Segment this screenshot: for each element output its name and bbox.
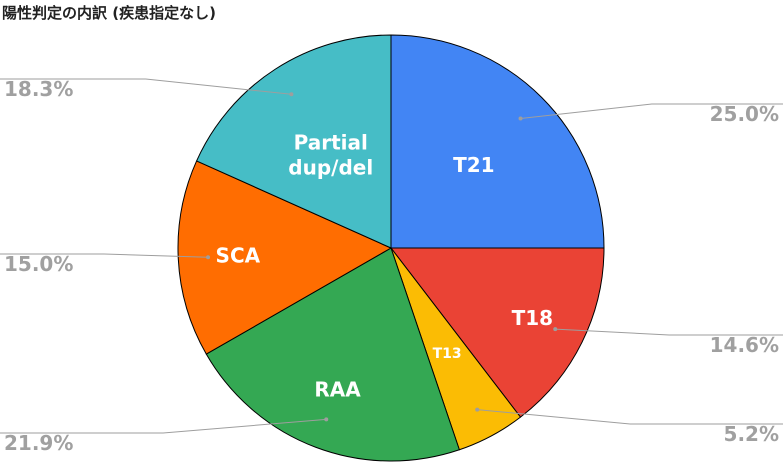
- leader-line-t21: [520, 103, 783, 119]
- value-label-t18: 14.6%: [710, 333, 779, 357]
- value-label-t21: 25.0%: [710, 102, 779, 126]
- leader-dot-raa: [324, 417, 329, 422]
- value-label-raa: 21.9%: [4, 431, 73, 455]
- leader-line-t13: [477, 409, 783, 425]
- leader-line-sca: [0, 253, 209, 258]
- pie-slice-raa: [205, 247, 460, 462]
- pie-slice-sca: [177, 160, 392, 355]
- slice-label-raa: RAA: [314, 377, 361, 401]
- slice-label-t21: T21: [453, 153, 494, 177]
- leader-dot-sca: [206, 255, 211, 260]
- leader-line-partial-dup-del: [0, 78, 292, 95]
- value-label-partial-dup-del: 18.3%: [4, 77, 73, 101]
- slice-label-partial-dup-del: Partial dup/del: [288, 131, 373, 180]
- value-label-sca: 15.0%: [4, 252, 73, 276]
- leader-dot-t21: [518, 116, 523, 121]
- leader-line-t18: [555, 328, 783, 336]
- pie-slice-t18: [390, 247, 605, 418]
- slice-label-t13: T13: [433, 346, 462, 362]
- pie-slice-partial-dup-del: [196, 34, 392, 249]
- leader-dot-t13: [475, 407, 480, 412]
- leader-dot-t18: [553, 327, 558, 332]
- pie-slice-t21: [390, 34, 605, 249]
- slice-label-sca: SCA: [216, 244, 261, 268]
- chart-title: 陽性判定の内訳 (疾患指定なし): [2, 4, 216, 22]
- leader-dot-partial-dup-del: [289, 92, 294, 97]
- slice-label-t18: T18: [512, 306, 553, 330]
- leader-line-raa: [0, 418, 327, 434]
- value-label-t13: 5.2%: [724, 422, 779, 446]
